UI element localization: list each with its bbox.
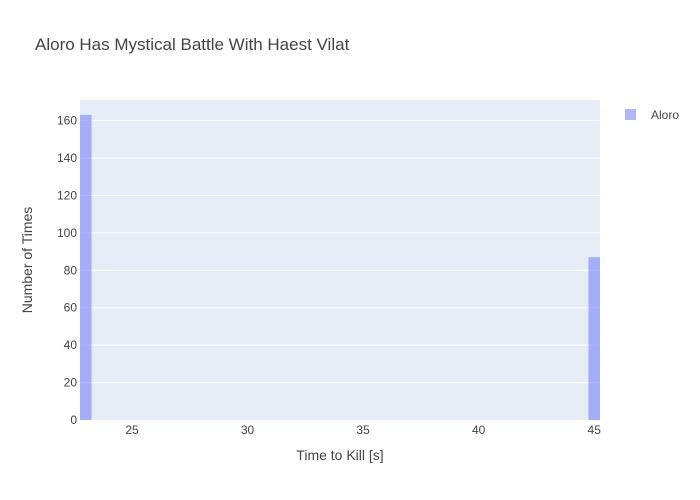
y-axis-title: Number of Times xyxy=(19,207,35,314)
y-tick-label: 100 xyxy=(57,226,77,240)
x-tick-label: 40 xyxy=(472,423,486,437)
histogram-bars[interactable] xyxy=(80,114,600,420)
gridlines xyxy=(80,120,600,384)
histogram-bar[interactable] xyxy=(588,257,600,420)
x-tick-label: 25 xyxy=(125,423,139,437)
plot-area[interactable] xyxy=(80,100,600,420)
y-tick-label: 80 xyxy=(64,263,78,277)
x-tick-label: 30 xyxy=(241,423,255,437)
y-tick-label: 0 xyxy=(70,413,77,427)
histogram-bar[interactable] xyxy=(80,114,92,420)
y-tick-label: 160 xyxy=(57,114,77,128)
y-tick-label: 140 xyxy=(57,151,77,165)
y-tick-label: 40 xyxy=(64,338,78,352)
y-tick-label: 120 xyxy=(57,188,77,202)
y-axis-ticks: 0 20 40 60 80 100 120 140 160 xyxy=(57,114,77,427)
legend-swatch-aloro[interactable] xyxy=(625,109,636,120)
legend[interactable]: Aloro xyxy=(625,108,679,122)
x-axis-title: Time to Kill [s] xyxy=(296,447,383,463)
y-tick-label: 20 xyxy=(64,376,78,390)
x-axis-ticks: 25 30 35 40 45 xyxy=(125,423,601,437)
x-tick-label: 45 xyxy=(588,423,602,437)
chart-title: Aloro Has Mystical Battle With Haest Vil… xyxy=(35,35,350,54)
x-tick-label: 35 xyxy=(356,423,370,437)
y-tick-label: 60 xyxy=(64,301,78,315)
legend-label-aloro[interactable]: Aloro xyxy=(651,108,679,122)
